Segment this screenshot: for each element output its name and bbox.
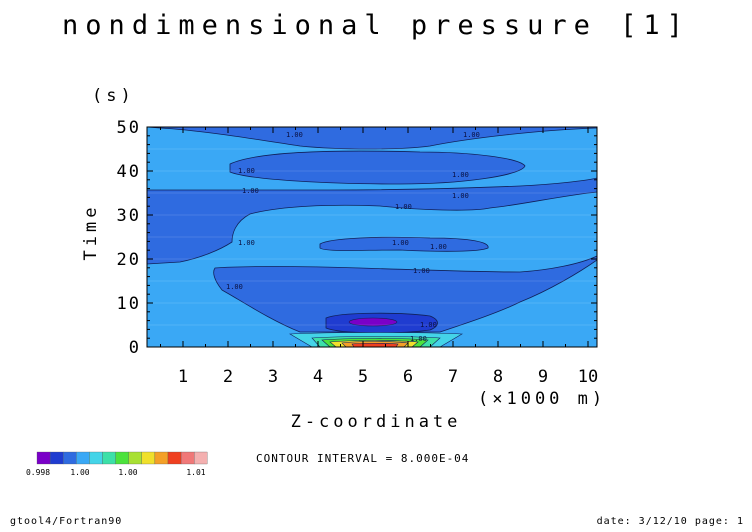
- colorbar-swatch: [180, 451, 195, 465]
- colorbar-label: 1.00: [70, 468, 89, 477]
- x-tick-label: 6: [403, 367, 413, 387]
- colorbar-swatch: [154, 451, 169, 465]
- x-tick-label: 7: [448, 367, 458, 387]
- colorbar-swatch: [194, 451, 208, 465]
- colorbar-label: 1.01: [186, 468, 205, 477]
- x-tick-label: 5: [358, 367, 368, 387]
- colorbar-swatch: [76, 451, 90, 465]
- y-axis-unit: (s): [92, 86, 135, 106]
- plot-frame: [146, 126, 598, 348]
- colorbar-swatch: [141, 451, 156, 465]
- contour-label: 1.00: [395, 203, 412, 211]
- footer-date-page: date: 3/12/10 page: 1: [596, 516, 744, 527]
- x-axis-label: Z-coordinate: [0, 412, 752, 432]
- contour-region: [147, 177, 597, 265]
- colorbar-swatch: [115, 451, 129, 465]
- contour-label: 1.00: [452, 192, 469, 200]
- y-tick-label: 0: [129, 338, 141, 358]
- contour-region: [213, 255, 597, 333]
- colorbar-swatch: [128, 451, 142, 465]
- contour-label: 1.00: [238, 239, 255, 247]
- contour-label: 1.00: [413, 267, 430, 275]
- contour-label: 1.00: [226, 283, 243, 291]
- contour-label: 1.00: [286, 131, 303, 139]
- x-axis-label-text: Z-coordinate: [290, 412, 462, 432]
- colorbar-swatch: [167, 451, 182, 465]
- colorbar-swatch: [102, 451, 116, 465]
- x-tick-label: 2: [223, 367, 233, 387]
- colorbar-label: 1.00: [118, 468, 137, 477]
- x-tick-label: 4: [313, 367, 323, 387]
- colorbar-swatch: [63, 451, 77, 465]
- colorbar-label: 0.998: [26, 468, 50, 477]
- contour-label: 1.00: [392, 239, 409, 247]
- y-tick-label: 50: [117, 118, 141, 138]
- contour-label: 1.00: [420, 321, 437, 329]
- x-tick-label: 10: [578, 367, 598, 387]
- y-tick-label: 30: [117, 206, 141, 226]
- contour-region: [351, 342, 399, 347]
- contour-label: 1.00: [238, 167, 255, 175]
- contour-label: 1.00: [452, 171, 469, 179]
- y-tick-label: 20: [117, 250, 141, 270]
- x-axis-unit: (×1000 m): [478, 389, 607, 409]
- colorbar-swatch: [36, 451, 51, 465]
- contour-region: [147, 127, 597, 150]
- contour-label: 1.00: [463, 131, 480, 139]
- chart-title: nondimensional pressure [1]: [62, 10, 690, 41]
- contour-region: [348, 317, 398, 327]
- y-tick-label: 10: [117, 294, 141, 314]
- contour-label: 1.00: [242, 187, 259, 195]
- y-tick-label: 40: [117, 162, 141, 182]
- colorbar-swatch: [49, 451, 64, 465]
- x-tick-label: 1: [178, 367, 188, 387]
- footer-source: gtool4/Fortran90: [10, 516, 123, 527]
- contour-label: 1.00: [430, 243, 447, 251]
- colorbar-swatch: [89, 451, 103, 465]
- contour-region: [319, 236, 489, 252]
- contour-interval-note: CONTOUR INTERVAL = 8.000E-04: [256, 452, 470, 465]
- contour-region: [229, 150, 526, 185]
- x-tick-label: 3: [268, 367, 278, 387]
- x-tick-label: 9: [538, 367, 548, 387]
- x-tick-label: 8: [493, 367, 503, 387]
- contour-label: 1.00: [410, 335, 427, 343]
